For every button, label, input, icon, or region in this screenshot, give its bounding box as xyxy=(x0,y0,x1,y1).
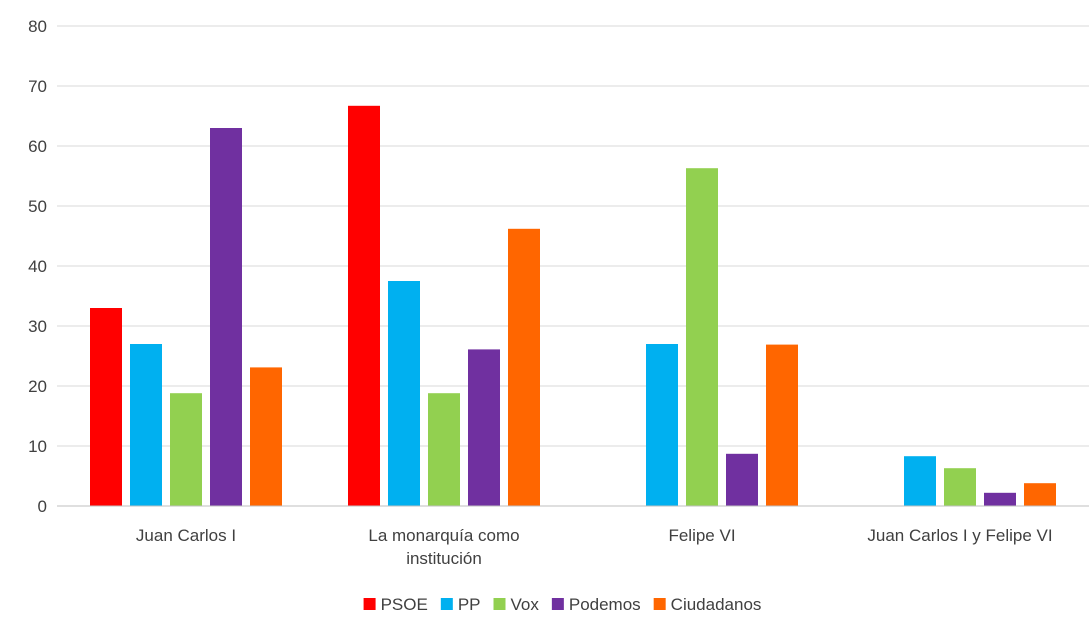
bars xyxy=(90,105,1056,507)
legend-label: Vox xyxy=(511,595,540,614)
bar-ciudadanos-0 xyxy=(250,367,282,506)
legend: PSOE PP Vox Podemos Ciudadanos xyxy=(363,595,762,614)
y-tick-label: 60 xyxy=(28,137,47,156)
bar-vox-2 xyxy=(686,168,718,506)
y-tick-label: 80 xyxy=(28,17,47,36)
legend-item-podemos: Podemos xyxy=(551,595,641,614)
legend-swatch xyxy=(493,598,506,610)
y-tick-label: 70 xyxy=(28,77,47,96)
bar-ciudadanos-3 xyxy=(1024,483,1056,506)
legend-label: PSOE xyxy=(381,595,428,614)
legend-label: Ciudadanos xyxy=(671,595,762,614)
legend-swatch xyxy=(551,598,564,610)
legend-label: PP xyxy=(458,595,481,614)
x-axis-category-labels: Juan Carlos I La monarquía como institució… xyxy=(136,526,1053,568)
bar-vox-0 xyxy=(170,393,202,506)
legend-item-psoe: PSOE xyxy=(363,595,428,614)
bar-pp-2 xyxy=(646,344,678,506)
bar-ciudadanos-1 xyxy=(508,228,540,507)
bar-podemos-0 xyxy=(210,128,242,506)
bar-pp-3 xyxy=(904,456,936,506)
bar-pp-0 xyxy=(130,344,162,506)
y-tick-label: 20 xyxy=(28,377,47,396)
bar-pp-1 xyxy=(388,281,420,506)
y-tick-label: 30 xyxy=(28,317,47,336)
y-axis-ticks: 0 10 20 30 40 50 60 70 80 xyxy=(28,17,47,516)
legend-label: Podemos xyxy=(569,595,641,614)
bar-psoe-1 xyxy=(348,105,380,507)
bar-vox-1 xyxy=(428,393,460,506)
legend-item-pp: PP xyxy=(440,595,481,614)
x-category-label: Juan Carlos I y Felipe VI xyxy=(867,526,1052,545)
y-tick-label: 40 xyxy=(28,257,47,276)
bar-podemos-3 xyxy=(984,492,1016,506)
x-category-label: La monarquía como xyxy=(368,526,519,545)
y-tick-label: 0 xyxy=(38,497,47,516)
y-tick-label: 50 xyxy=(28,197,47,216)
bar-podemos-1 xyxy=(468,349,500,506)
bar-ciudadanos-2 xyxy=(766,344,798,506)
legend-item-vox: Vox xyxy=(493,595,540,614)
legend-swatch xyxy=(363,598,376,610)
legend-item-ciudadanos: Ciudadanos xyxy=(653,595,762,614)
x-category-label: Juan Carlos I xyxy=(136,526,236,545)
bar-psoe-0 xyxy=(90,308,122,506)
x-category-label: institución xyxy=(406,549,482,568)
legend-swatch xyxy=(440,598,453,610)
x-category-label: Felipe VI xyxy=(668,526,735,545)
bar-vox-3 xyxy=(944,468,976,506)
legend-swatch xyxy=(653,598,666,610)
y-tick-label: 10 xyxy=(28,437,47,456)
bar-podemos-2 xyxy=(726,453,758,506)
